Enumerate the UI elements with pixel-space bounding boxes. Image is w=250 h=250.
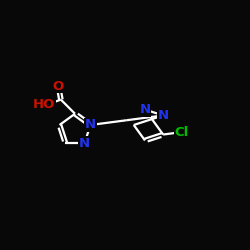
Text: N: N [158, 109, 169, 122]
Text: HO: HO [33, 98, 55, 111]
Text: Cl: Cl [175, 126, 189, 138]
Text: N: N [85, 118, 96, 132]
Text: O: O [53, 80, 64, 92]
Text: N: N [79, 137, 90, 150]
Text: N: N [140, 103, 150, 116]
